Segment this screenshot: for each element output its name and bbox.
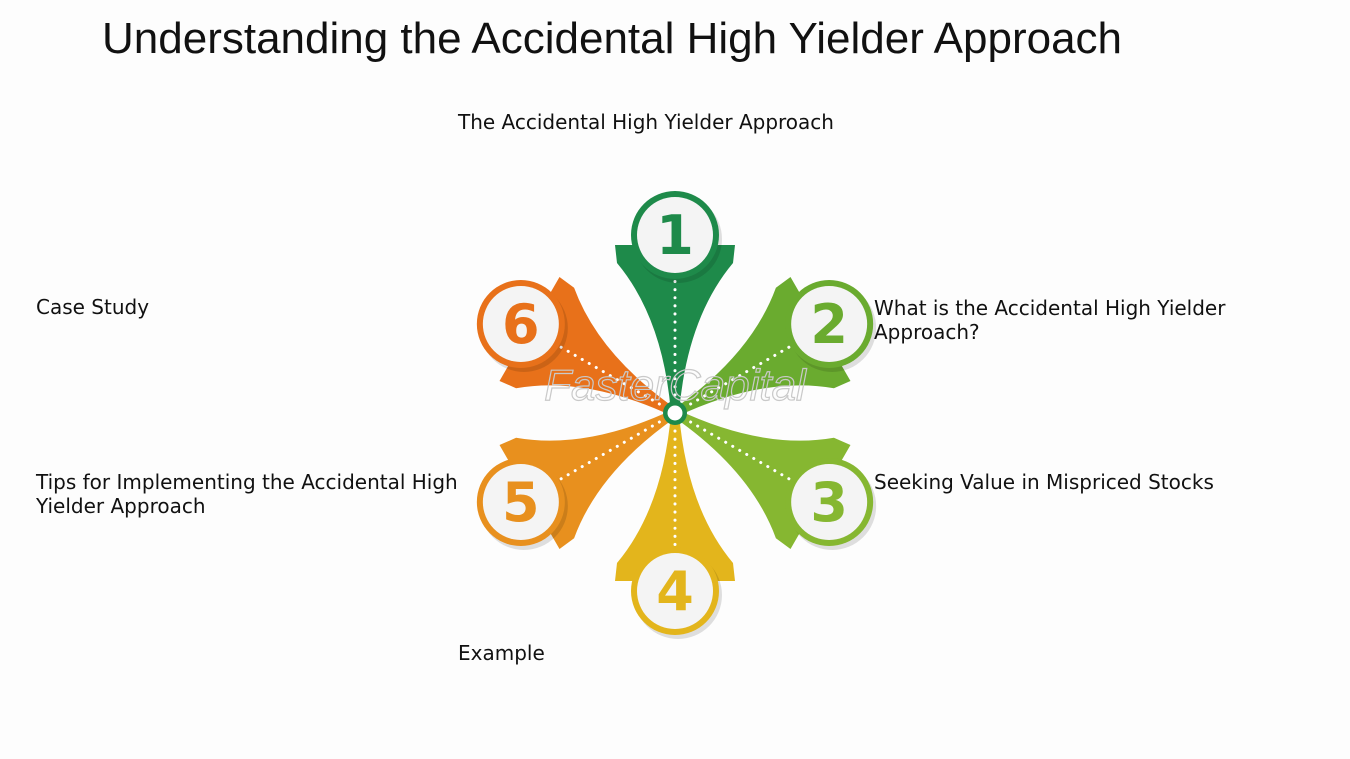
step-number-4: 4 bbox=[656, 560, 694, 623]
page-title: Understanding the Accidental High Yielde… bbox=[102, 12, 1122, 66]
step-number-1: 1 bbox=[656, 204, 694, 267]
step-number-6: 6 bbox=[502, 293, 540, 356]
step-number-3: 3 bbox=[810, 471, 848, 534]
step-5-label: Tips for Implementing the Accidental Hig… bbox=[36, 470, 466, 518]
step-1-label: The Accidental High Yielder Approach bbox=[458, 110, 834, 134]
hub-inner bbox=[668, 406, 683, 421]
step-6-label: Case Study bbox=[36, 295, 149, 319]
step-number-2: 2 bbox=[810, 293, 848, 356]
step-4-label: Example bbox=[458, 641, 545, 665]
step-number-5: 5 bbox=[502, 471, 540, 534]
step-3-label: Seeking Value in Mispriced Stocks bbox=[874, 470, 1214, 494]
step-2-label: What is the Accidental High Yielder Appr… bbox=[874, 296, 1254, 344]
